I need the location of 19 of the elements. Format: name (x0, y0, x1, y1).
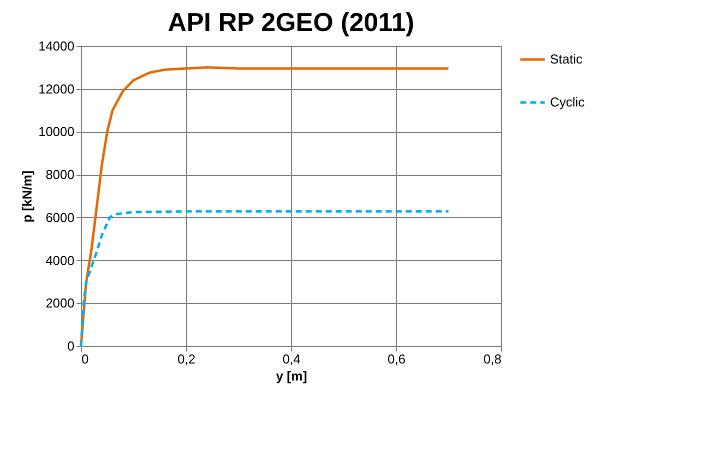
x-tick-label: 0 (82, 352, 89, 366)
x-tick-label: 0,2 (177, 352, 196, 366)
y-tick-label: 8000 (46, 167, 74, 182)
y-tick-label: 0 (67, 338, 74, 354)
y-tick-label: 12000 (38, 81, 74, 96)
chart-title: API RP 2GEO (2011) (168, 7, 414, 37)
y-tick-label: 6000 (46, 210, 74, 225)
x-tick-label: 0,8 (483, 352, 502, 366)
x-tick-label: 0,4 (282, 352, 301, 366)
y-axis-title: p [kN/m] (19, 170, 34, 222)
line-series (80, 210, 450, 348)
y-tick-label: 14000 (38, 38, 74, 54)
y-tick-label: 2000 (46, 296, 74, 311)
y-tick-label: 4000 (46, 252, 74, 268)
x-axis-title: y [m] (276, 368, 308, 384)
legend-label: Static (550, 52, 584, 66)
x-tick-label: 0,6 (387, 352, 406, 366)
y-tick-label: 10000 (38, 124, 74, 140)
legend-label: Cyclic (550, 94, 586, 110)
